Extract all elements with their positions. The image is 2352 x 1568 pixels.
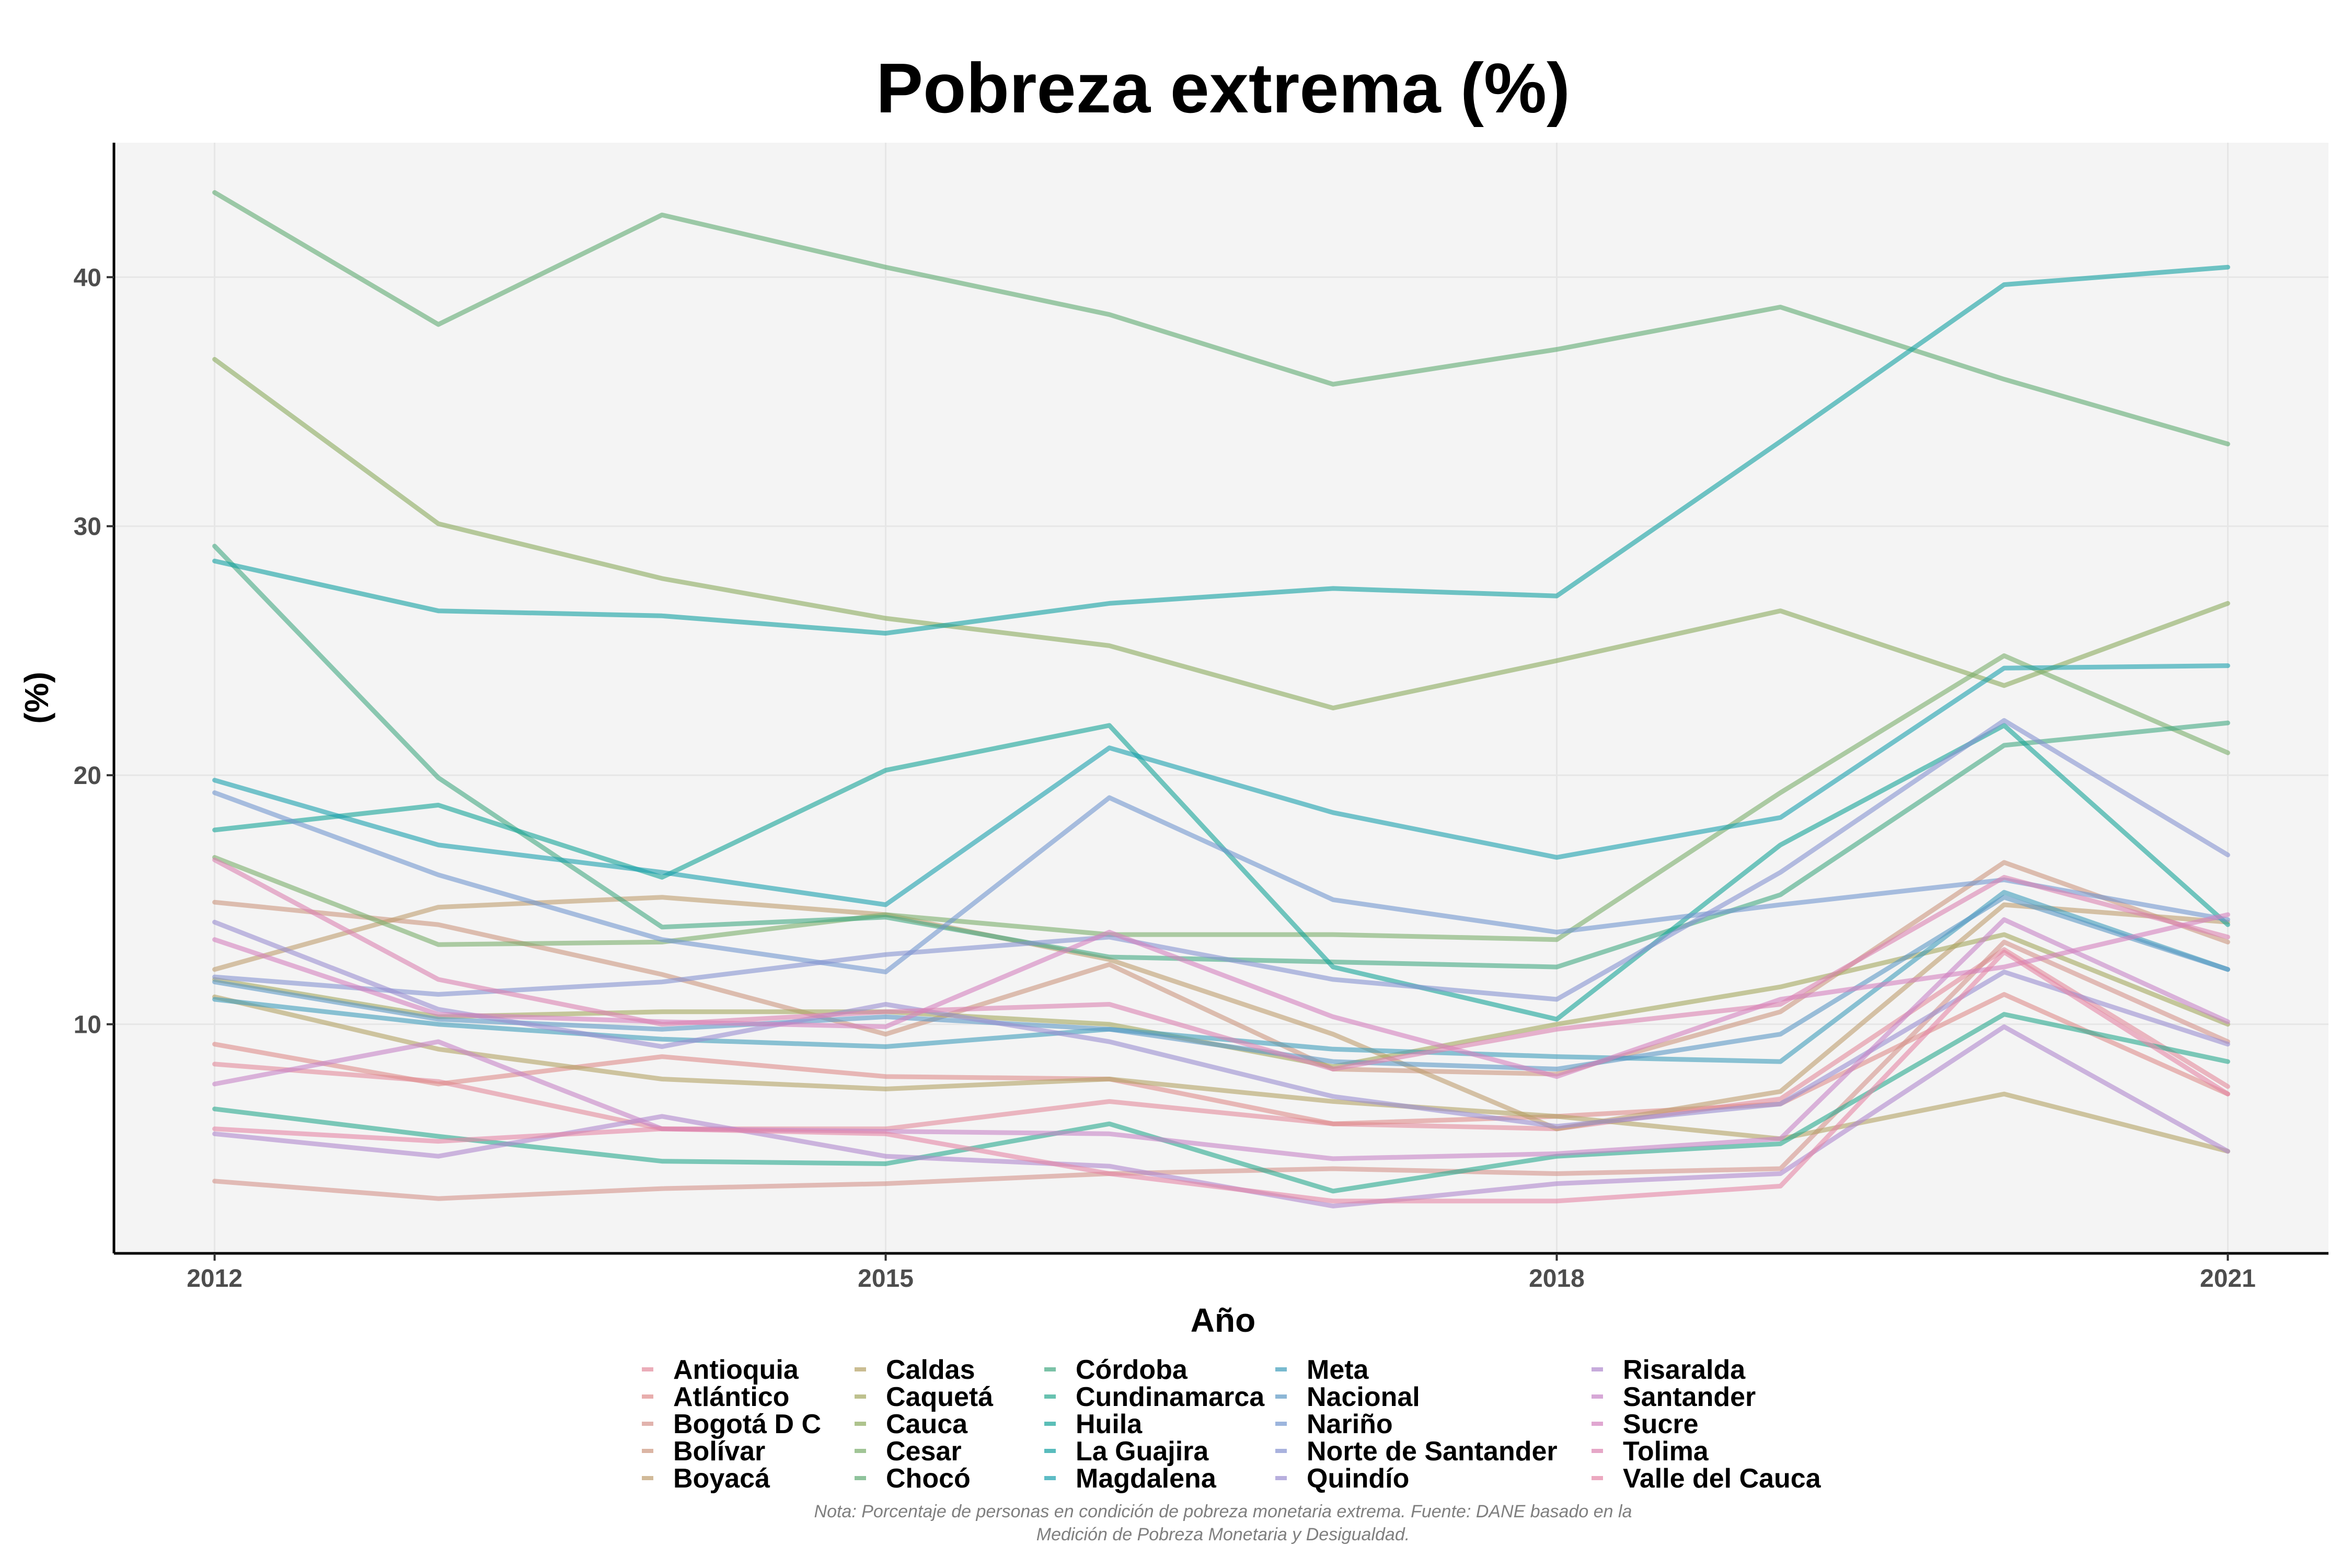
legend-label: Antioquia	[673, 1355, 799, 1385]
x-tick-label: 2015	[858, 1265, 914, 1293]
series-line-santander	[212, 917, 2230, 1161]
series-line-narino	[212, 790, 2230, 975]
legend-label: Risaralda	[1623, 1355, 1746, 1385]
y-tick-label: 10	[74, 1011, 101, 1039]
series-line-nacional	[212, 895, 2230, 1071]
legend-label: Bogotá D C	[673, 1409, 821, 1439]
series-line-valle-del-cauca	[212, 950, 2230, 1204]
legend-label: Huila	[1076, 1409, 1143, 1439]
legend-label: Santander	[1623, 1382, 1756, 1412]
legend-label: Boyacá	[673, 1463, 770, 1494]
series-line-quindio	[212, 919, 2230, 1129]
series-line-meta	[212, 890, 2230, 1064]
x-tick-label: 2021	[2200, 1265, 2256, 1293]
y-tick-label: 20	[74, 762, 101, 790]
y-axis-title: (%)	[18, 672, 55, 724]
series-line-sucre	[212, 912, 2230, 1079]
series-line-antioquia	[212, 947, 2230, 1132]
chart-title: Pobreza extrema (%)	[876, 49, 1570, 128]
series-lines	[212, 190, 2230, 1208]
series-line-choco	[212, 190, 2230, 446]
source-note-line-2: Medición de Pobreza Monetaria y Desigual…	[1036, 1525, 1410, 1544]
legend-label: Caldas	[886, 1355, 975, 1385]
x-tick-label: 2012	[187, 1265, 243, 1293]
x-axis-title: Año	[1191, 1301, 1255, 1339]
series-line-atlantico	[212, 992, 2230, 1126]
y-axis-ticks: 10 20 30 40	[74, 264, 114, 1039]
legend-label: Nariño	[1307, 1409, 1393, 1439]
x-axis-ticks: 2012 2015 2018 2021	[187, 1253, 2256, 1293]
legend-label: Caquetá	[886, 1382, 994, 1412]
gridlines	[114, 143, 2328, 1253]
x-tick-label: 2018	[1529, 1265, 1585, 1293]
legend-label: Atlántico	[673, 1382, 789, 1412]
series-line-bogota-d-c	[212, 939, 2230, 1201]
legend-label: Nacional	[1307, 1382, 1420, 1412]
series-line-la-guajira	[212, 264, 2230, 636]
series-line-boyaca	[212, 895, 2230, 1132]
plot-panel	[114, 143, 2328, 1253]
series-line-cundinamarca	[212, 1012, 2230, 1194]
legend-label: Córdoba	[1076, 1355, 1188, 1385]
series-line-cauca	[212, 357, 2230, 711]
y-tick-label: 40	[74, 264, 101, 292]
legend-label: La Guajira	[1076, 1436, 1209, 1467]
legend-label: Cundinamarca	[1076, 1382, 1265, 1412]
series-line-magdalena	[212, 663, 2230, 907]
y-tick-label: 30	[74, 513, 101, 541]
legend-label: Meta	[1307, 1355, 1369, 1385]
legend-label: Valle del Cauca	[1623, 1463, 1821, 1494]
series-line-caldas	[212, 994, 2230, 1154]
legend-label: Norte de Santander	[1307, 1436, 1558, 1467]
legend-label: Chocó	[886, 1463, 971, 1494]
legend-label: Sucre	[1623, 1409, 1699, 1439]
legend-label: Tolima	[1623, 1436, 1709, 1467]
legend-label: Bolívar	[673, 1436, 765, 1467]
series-line-tolima	[212, 857, 2230, 1071]
legend-label: Quindío	[1307, 1463, 1409, 1494]
series-line-cesar	[212, 653, 2230, 947]
series-line-norte-de-santander	[212, 718, 2230, 1002]
legend-label: Cauca	[886, 1409, 968, 1439]
series-line-bolivar	[212, 860, 2230, 1077]
source-note-line-1: Nota: Porcentaje de personas en condició…	[814, 1502, 1632, 1521]
legend-label: Magdalena	[1076, 1463, 1217, 1494]
legend-label: Cesar	[886, 1436, 962, 1467]
